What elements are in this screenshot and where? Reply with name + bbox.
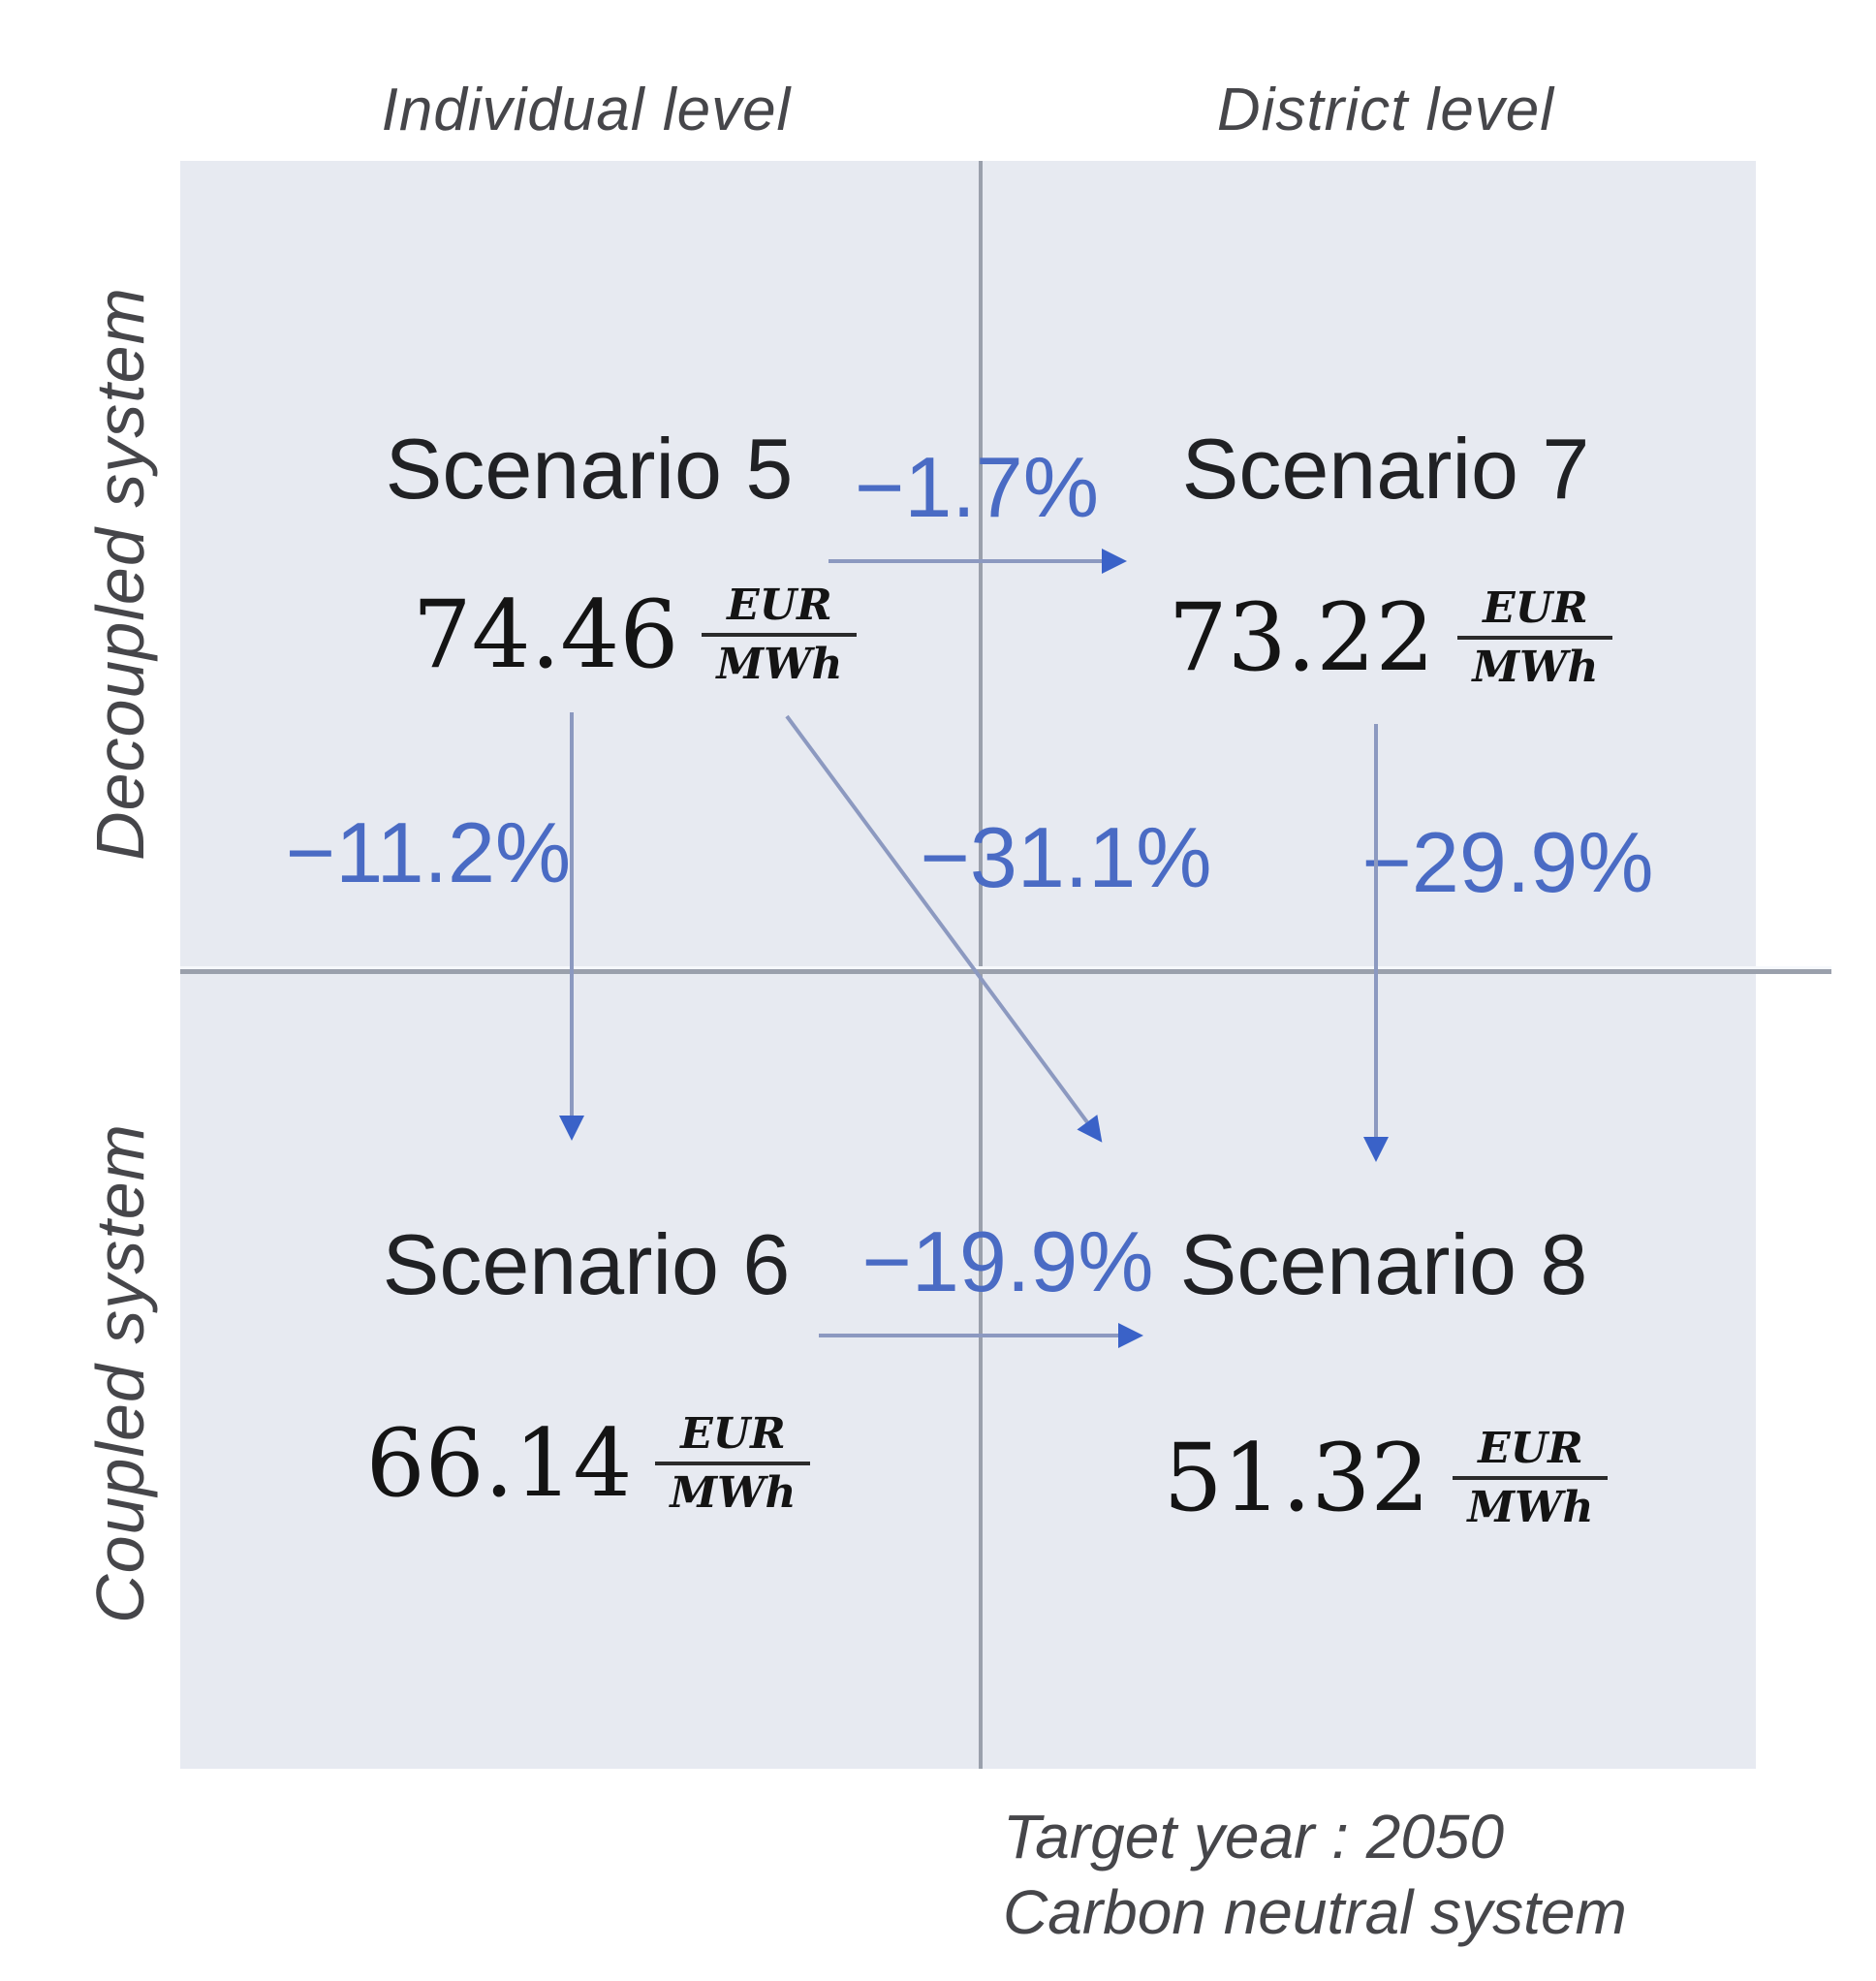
footnote: Target year : 2050 Carbon neutral system bbox=[1003, 1799, 1627, 1950]
unit-denominator: MWh bbox=[1467, 1483, 1594, 1532]
scenario6-label: Scenario 6 bbox=[382, 1216, 791, 1312]
delta-s7-to-s8: −29.9% bbox=[1361, 814, 1654, 910]
arrowhead-down-icon bbox=[559, 1116, 584, 1141]
fraction-bar bbox=[655, 1462, 811, 1465]
scenario8-label: Scenario 8 bbox=[1179, 1216, 1588, 1312]
scenario8-value: 51.32 EUR MWh bbox=[1076, 1400, 1696, 1556]
fraction-bar bbox=[1453, 1476, 1609, 1480]
arrowhead-down-icon bbox=[1363, 1137, 1389, 1162]
fraction-bar bbox=[702, 633, 858, 637]
delta-s5-to-s7: −1.7% bbox=[855, 439, 1099, 535]
scenario7-label: Scenario 7 bbox=[1181, 421, 1590, 517]
scenario7-unit-fraction: EUR MWh bbox=[1457, 582, 1613, 692]
unit-numerator: EUR bbox=[727, 580, 832, 630]
fraction-bar bbox=[1457, 636, 1613, 640]
arrowhead-right-icon bbox=[1118, 1323, 1143, 1348]
row-label-decoupled-system: Decoupled system bbox=[82, 287, 158, 861]
scenario7-cost: 73.22 bbox=[1168, 583, 1435, 692]
scenario8-unit-fraction: EUR MWh bbox=[1453, 1423, 1609, 1532]
scenario5-label: Scenario 5 bbox=[385, 421, 794, 517]
unit-denominator: MWh bbox=[670, 1468, 797, 1518]
row-label-coupled-system: Coupled system bbox=[82, 1123, 158, 1623]
arrow-scenario5-to-scenario7 bbox=[829, 549, 1127, 574]
scenario8-cost: 51.32 bbox=[1163, 1424, 1430, 1532]
arrowhead-right-icon bbox=[1102, 549, 1127, 574]
scenario5-cost: 74.46 bbox=[412, 581, 679, 689]
scenario6-value: 66.14 EUR MWh bbox=[278, 1386, 898, 1541]
footnote-target-year: Target year : 2050 bbox=[1003, 1802, 1505, 1871]
scenario5-unit-fraction: EUR MWh bbox=[702, 580, 858, 689]
scenario6-cost: 66.14 bbox=[365, 1409, 633, 1518]
unit-numerator: EUR bbox=[1478, 1423, 1583, 1473]
delta-s6-to-s8: −19.9% bbox=[861, 1213, 1154, 1309]
horizontal-divider bbox=[180, 969, 1831, 974]
column-header-district-level: District level bbox=[1216, 77, 1555, 143]
unit-numerator: EUR bbox=[680, 1408, 786, 1459]
scenario5-value: 74.46 EUR MWh bbox=[325, 557, 945, 712]
footnote-carbon-neutral: Carbon neutral system bbox=[1003, 1877, 1627, 1948]
vertical-divider bbox=[979, 161, 983, 1769]
column-header-individual-level: Individual level bbox=[381, 77, 792, 143]
arrow-scenario5-to-scenario6 bbox=[559, 712, 584, 1141]
unit-numerator: EUR bbox=[1483, 582, 1588, 633]
unit-denominator: MWh bbox=[1472, 643, 1599, 692]
unit-denominator: MWh bbox=[716, 640, 843, 689]
scenario7-value: 73.22 EUR MWh bbox=[1080, 560, 1701, 715]
delta-s5-to-s8: −31.1% bbox=[920, 809, 1212, 905]
arrow-scenario7-to-scenario8 bbox=[1363, 724, 1389, 1162]
arrow-scenario6-to-scenario8 bbox=[819, 1323, 1143, 1348]
delta-s5-to-s6: −11.2% bbox=[285, 804, 572, 900]
scenario6-unit-fraction: EUR MWh bbox=[655, 1408, 811, 1518]
